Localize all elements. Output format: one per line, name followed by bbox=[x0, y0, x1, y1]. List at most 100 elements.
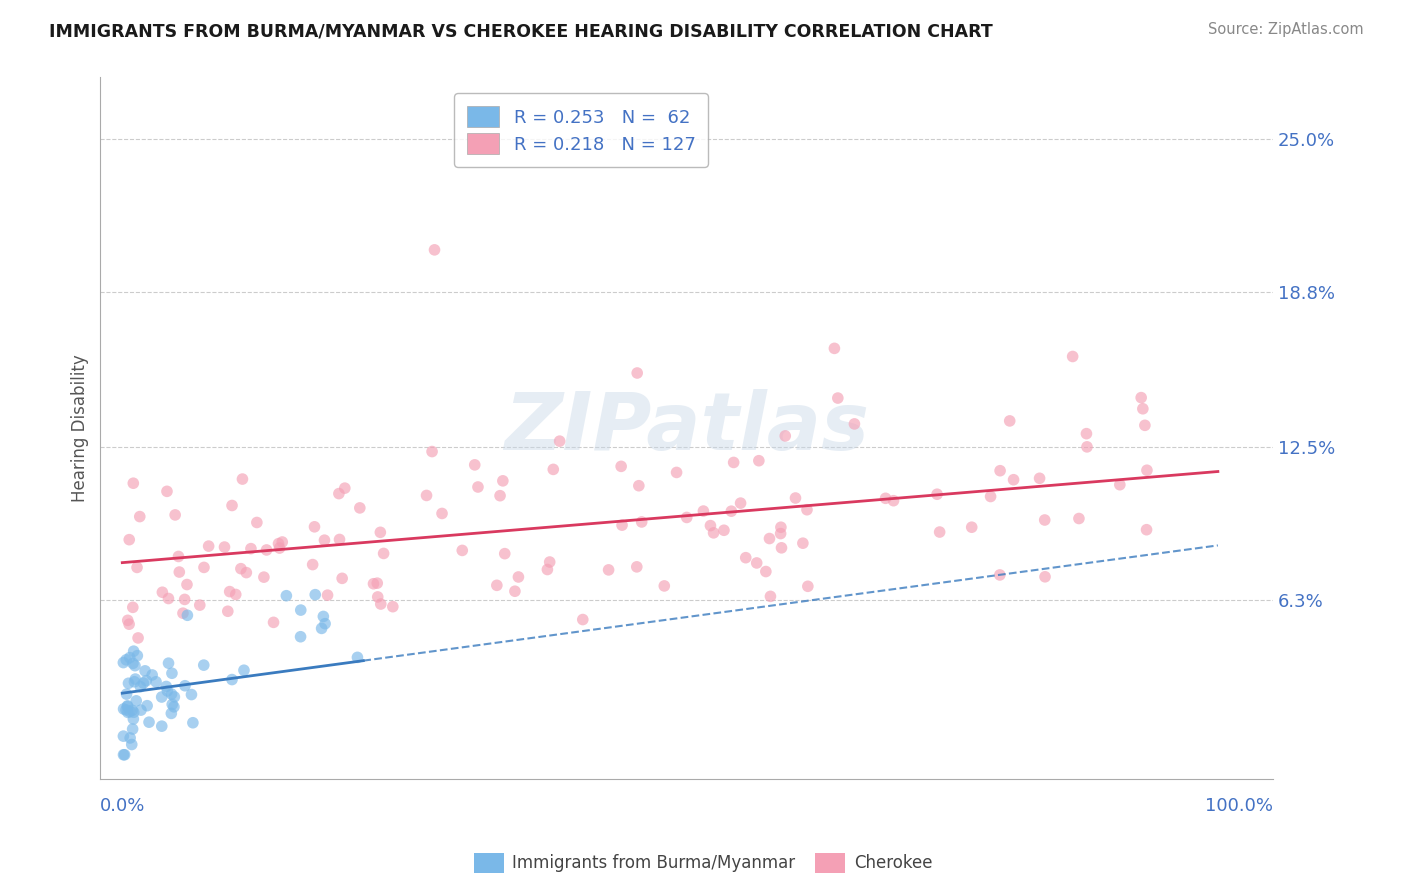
Point bbox=[610, 518, 633, 533]
Point bbox=[797, 579, 820, 593]
Point bbox=[349, 500, 371, 515]
Point bbox=[1136, 463, 1159, 477]
Point bbox=[118, 533, 141, 547]
Point bbox=[115, 703, 138, 717]
Point bbox=[121, 600, 143, 615]
Point bbox=[150, 690, 173, 704]
Point bbox=[117, 676, 139, 690]
Point bbox=[117, 698, 139, 713]
Point bbox=[122, 476, 145, 491]
Y-axis label: Hearing Disability: Hearing Disability bbox=[72, 354, 89, 502]
Point bbox=[221, 673, 243, 687]
Point bbox=[713, 523, 735, 537]
Point bbox=[773, 429, 796, 443]
Point bbox=[157, 591, 180, 606]
Point bbox=[115, 653, 138, 667]
Point bbox=[135, 673, 157, 688]
Point bbox=[1130, 391, 1153, 405]
Point bbox=[1033, 513, 1056, 527]
Point bbox=[571, 613, 593, 627]
Point bbox=[1067, 511, 1090, 525]
Point bbox=[122, 657, 145, 671]
Point bbox=[121, 703, 143, 717]
Point bbox=[1076, 426, 1098, 441]
Point bbox=[263, 615, 285, 630]
Point bbox=[114, 747, 136, 762]
Point bbox=[141, 668, 163, 682]
Point bbox=[451, 543, 474, 558]
Point bbox=[723, 455, 745, 469]
Point bbox=[167, 549, 190, 564]
Point bbox=[304, 588, 326, 602]
Point bbox=[290, 630, 312, 644]
Point bbox=[1028, 471, 1050, 485]
Point bbox=[127, 648, 149, 663]
Point bbox=[193, 658, 215, 673]
Point bbox=[267, 536, 290, 550]
Point bbox=[239, 541, 262, 556]
Point bbox=[1132, 401, 1154, 416]
Point bbox=[626, 366, 648, 380]
Point bbox=[538, 555, 561, 569]
Point bbox=[598, 563, 620, 577]
Point bbox=[665, 466, 688, 480]
Point bbox=[367, 590, 389, 604]
Point bbox=[420, 444, 443, 458]
Point bbox=[176, 577, 198, 591]
Point bbox=[112, 702, 135, 716]
Point bbox=[489, 489, 512, 503]
Point bbox=[176, 608, 198, 623]
Point bbox=[333, 481, 356, 495]
Point bbox=[160, 698, 183, 712]
Point bbox=[157, 656, 180, 670]
Point bbox=[156, 484, 179, 499]
Point bbox=[129, 680, 152, 694]
Text: Source: ZipAtlas.com: Source: ZipAtlas.com bbox=[1208, 22, 1364, 37]
Point bbox=[128, 509, 150, 524]
Point bbox=[120, 731, 142, 745]
Point bbox=[125, 694, 148, 708]
Point bbox=[121, 722, 143, 736]
Point bbox=[117, 706, 139, 720]
Point bbox=[755, 565, 778, 579]
Point bbox=[174, 679, 197, 693]
Point bbox=[823, 342, 845, 356]
Point bbox=[173, 592, 195, 607]
Point bbox=[1033, 570, 1056, 584]
Text: 100.0%: 100.0% bbox=[1205, 797, 1272, 815]
Point bbox=[988, 464, 1011, 478]
Point bbox=[875, 491, 897, 506]
Point bbox=[117, 699, 139, 714]
Point bbox=[145, 674, 167, 689]
Point bbox=[214, 540, 236, 554]
Point bbox=[136, 698, 159, 713]
Point bbox=[536, 562, 558, 576]
Point bbox=[492, 474, 515, 488]
Point bbox=[124, 674, 146, 689]
Point bbox=[543, 462, 565, 476]
Point bbox=[150, 585, 173, 599]
Point bbox=[160, 687, 183, 701]
Point bbox=[314, 616, 336, 631]
Point bbox=[998, 414, 1021, 428]
Point bbox=[301, 558, 323, 572]
Point bbox=[122, 712, 145, 726]
Point bbox=[692, 504, 714, 518]
Point bbox=[316, 588, 339, 602]
Point bbox=[844, 417, 866, 431]
Point bbox=[1062, 350, 1084, 364]
Point bbox=[221, 499, 243, 513]
Point bbox=[652, 579, 675, 593]
Point bbox=[118, 650, 141, 665]
Point bbox=[121, 738, 143, 752]
Point bbox=[626, 559, 648, 574]
Point bbox=[122, 706, 145, 720]
Point bbox=[138, 715, 160, 730]
Point bbox=[494, 547, 516, 561]
Point bbox=[253, 570, 276, 584]
Point bbox=[124, 672, 146, 686]
Point bbox=[381, 599, 404, 614]
Point bbox=[485, 578, 508, 592]
Point bbox=[225, 587, 247, 601]
Point bbox=[197, 539, 219, 553]
